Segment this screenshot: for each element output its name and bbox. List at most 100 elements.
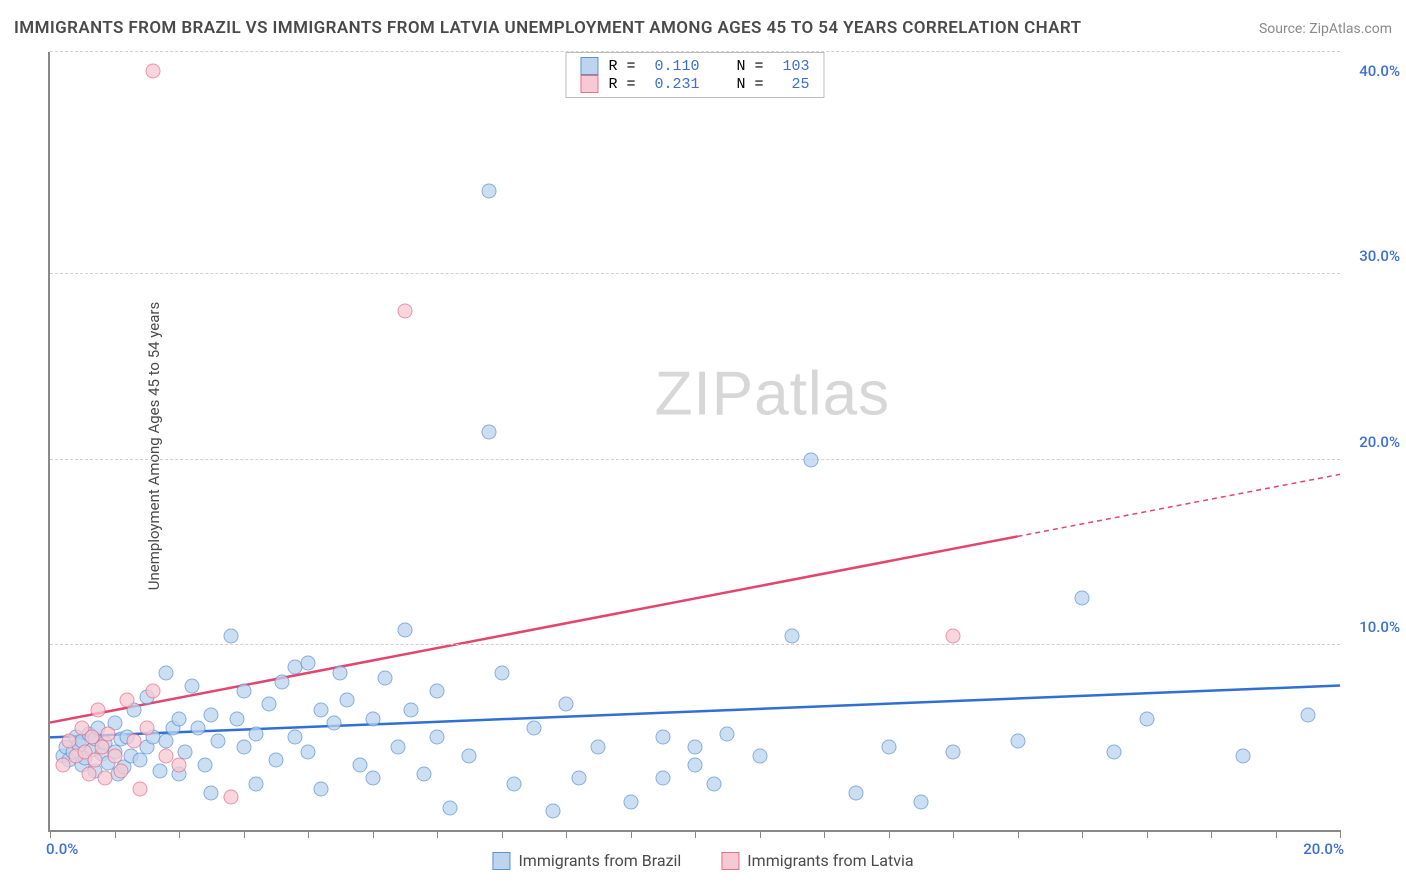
data-point	[591, 739, 606, 754]
data-point	[204, 785, 219, 800]
legend-n-label: N =	[710, 76, 773, 93]
legend-swatch	[580, 75, 598, 93]
legend-n-label: N =	[710, 58, 773, 75]
y-axis-tick-label: 20.0%	[1359, 433, 1400, 451]
data-point	[430, 684, 445, 699]
data-point	[146, 63, 161, 78]
gridline	[50, 459, 1340, 460]
trend-line	[1018, 474, 1341, 536]
data-point	[172, 758, 187, 773]
legend-stat-row: R = 0.110 N = 103	[580, 57, 809, 75]
data-point	[352, 758, 367, 773]
data-point	[120, 693, 135, 708]
data-point	[397, 304, 412, 319]
legend-n-value: 103	[783, 58, 810, 75]
x-axis-tick	[373, 830, 374, 838]
x-axis-tick	[1147, 830, 1148, 838]
data-point	[159, 734, 174, 749]
y-axis-tick-label: 40.0%	[1359, 62, 1400, 80]
gridline	[50, 644, 1340, 645]
legend-stat-row: R = 0.231 N = 25	[580, 75, 809, 93]
data-point	[301, 656, 316, 671]
data-point	[249, 776, 264, 791]
data-point	[1236, 748, 1251, 763]
data-point	[101, 726, 116, 741]
x-axis-tick	[1276, 830, 1277, 838]
x-axis-tick	[566, 830, 567, 838]
data-point	[417, 767, 432, 782]
data-point	[275, 674, 290, 689]
title-bar: IMMIGRANTS FROM BRAZIL VS IMMIGRANTS FRO…	[14, 18, 1392, 38]
data-point	[655, 771, 670, 786]
data-point	[404, 702, 419, 717]
legend-item: Immigrants from Brazil	[492, 851, 681, 870]
data-point	[481, 424, 496, 439]
data-point	[223, 628, 238, 643]
legend-label: Immigrants from Latvia	[747, 851, 913, 870]
data-point	[494, 665, 509, 680]
data-point	[230, 711, 245, 726]
x-axis-tick	[695, 830, 696, 838]
data-point	[288, 730, 303, 745]
data-point	[688, 758, 703, 773]
data-point	[1139, 711, 1154, 726]
data-point	[946, 628, 961, 643]
data-point	[707, 776, 722, 791]
legend-stats-box: R = 0.110 N = 103R = 0.231 N = 25	[565, 52, 824, 98]
legend-r-label: R =	[608, 76, 644, 93]
data-point	[113, 763, 128, 778]
data-point	[184, 678, 199, 693]
x-axis-tick	[824, 830, 825, 838]
data-point	[559, 697, 574, 712]
data-point	[430, 730, 445, 745]
data-point	[126, 734, 141, 749]
data-point	[1300, 708, 1315, 723]
data-point	[313, 702, 328, 717]
x-axis-tick	[308, 830, 309, 838]
plot-area: ZIPatlas R = 0.110 N = 103R = 0.231 N = …	[48, 52, 1340, 832]
data-point	[881, 739, 896, 754]
data-point	[88, 752, 103, 767]
data-point	[339, 693, 354, 708]
x-axis-tick	[437, 830, 438, 838]
data-point	[133, 782, 148, 797]
data-point	[139, 721, 154, 736]
data-point	[301, 745, 316, 760]
data-point	[546, 804, 561, 819]
legend-r-label: R =	[608, 58, 644, 75]
data-point	[262, 697, 277, 712]
data-point	[223, 789, 238, 804]
legend-swatch	[580, 57, 598, 75]
data-point	[191, 721, 206, 736]
data-point	[204, 708, 219, 723]
data-point	[507, 776, 522, 791]
data-point	[236, 684, 251, 699]
legend-swatch	[492, 852, 510, 870]
data-point	[913, 795, 928, 810]
x-axis-tick	[1340, 830, 1341, 838]
data-point	[481, 183, 496, 198]
legend-n-value: 25	[783, 76, 810, 93]
data-point	[442, 800, 457, 815]
data-point	[210, 734, 225, 749]
legend-item: Immigrants from Latvia	[721, 851, 913, 870]
data-point	[688, 739, 703, 754]
data-point	[391, 739, 406, 754]
data-point	[268, 752, 283, 767]
data-point	[236, 739, 251, 754]
data-point	[97, 771, 112, 786]
data-point	[133, 752, 148, 767]
data-point	[55, 758, 70, 773]
x-axis-tick	[1211, 830, 1212, 838]
x-axis-tick	[1018, 830, 1019, 838]
data-point	[397, 622, 412, 637]
x-axis-tick	[115, 830, 116, 838]
legend-label: Immigrants from Brazil	[518, 851, 681, 870]
x-axis-tick	[889, 830, 890, 838]
data-point	[526, 721, 541, 736]
data-point	[946, 745, 961, 760]
data-point	[81, 767, 96, 782]
data-point	[91, 702, 106, 717]
y-axis-tick-label: 30.0%	[1359, 247, 1400, 265]
data-point	[333, 665, 348, 680]
